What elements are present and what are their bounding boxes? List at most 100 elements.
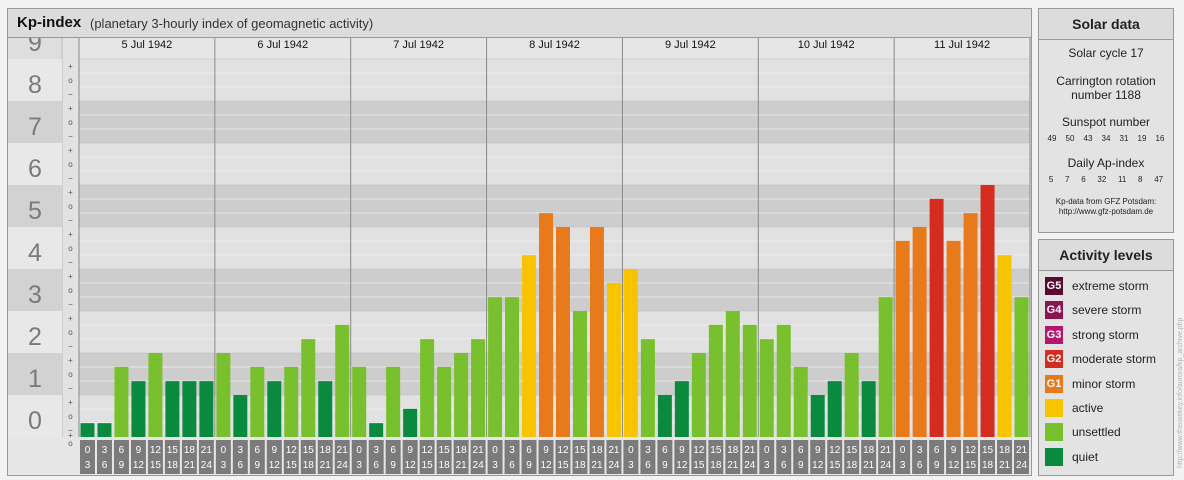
y-tick-label: 0 [28,407,42,435]
hour-box [164,440,180,474]
sunspot-value: 49 [1047,134,1057,143]
hour-end-label: 12 [540,460,552,471]
kp-bar [827,381,842,437]
hour-end-label: 15 [829,460,841,471]
ap-values: 5 7 6 32 11 8 47 [1039,175,1173,184]
hour-start-label: 18 [456,445,468,456]
kp-bar [657,395,672,437]
sub-tick-label: + [68,230,73,239]
hour-start-label: 6 [255,445,261,456]
chart-title-bar: Kp-index (planetary 3-hourly index of ge… [8,9,1031,38]
kp-bar [80,423,95,437]
hour-end-label: 21 [863,460,875,471]
hour-end-label: 9 [119,460,125,471]
hour-end-label: 18 [167,460,179,471]
y-tick-label: 5 [28,197,42,225]
sub-tick-label: − [68,384,73,393]
kp-bar [148,353,163,437]
kp-band [79,101,1030,143]
y-axis-band [8,395,62,437]
data-source-line1: Kp-data from GFZ Potsdam: [1055,197,1157,206]
kp-bar [386,366,401,437]
y-tick-label: 1 [28,365,42,393]
hour-box [708,440,724,474]
ap-label: Daily Ap-index [1067,156,1145,170]
y-tick-label: 2 [28,323,42,351]
kp-bar [929,198,944,437]
kp-bar [182,381,197,437]
hour-start-label: 18 [184,445,196,456]
sub-tick-label: + [68,272,73,281]
kp-bar [284,366,299,437]
sunspot-value: 34 [1101,134,1111,143]
kp-bar [318,381,333,437]
hour-box [436,440,452,474]
y-axis-band [8,101,62,143]
hour-box [334,440,350,474]
hour-box [147,440,163,474]
hour-end-label: 6 [102,460,108,471]
hour-end-label: 9 [255,460,261,471]
legend-swatch: G4 [1045,301,1063,319]
hour-end-label: 3 [85,460,91,471]
legend-label: moderate storm [1072,352,1157,366]
kp-bar [572,311,587,437]
kp-bar [997,255,1012,437]
day-label: 7 Jul 1942 [393,39,444,51]
hour-box [351,440,367,474]
hour-start-label: 15 [982,445,994,456]
ap-value: 47 [1154,175,1164,184]
hour-end-label: 24 [1016,460,1028,471]
legend-swatch: G2 [1045,350,1063,368]
hour-box [946,440,962,474]
hour-box [487,440,503,474]
kp-bar [165,381,180,437]
hour-end-label: 6 [917,460,923,471]
kp-bar [403,408,418,437]
kp-bar [335,324,350,437]
sub-tick-label: o [68,160,73,169]
hour-start-label: 0 [900,445,906,456]
hour-end-label: 6 [509,460,515,471]
hour-box [844,440,860,474]
sub-tick-label: o [68,328,73,337]
data-source-link[interactable]: http://www.gfz-potsdam.de [1058,207,1154,216]
hour-end-label: 15 [286,460,298,471]
hour-end-label: 18 [846,460,858,471]
sub-tick-label: + [68,188,73,197]
hour-box [895,440,911,474]
kp-chart: 0123456789+o−+o−+o−+o−+o−+o−+o−+o−+o−+o … [8,29,1031,474]
kp-bar [267,381,282,437]
kp-bar [691,353,706,437]
legend-label: minor storm [1072,377,1136,391]
kp-bar [980,185,995,437]
hour-box [963,440,979,474]
hour-end-label: 6 [781,460,787,471]
hour-end-label: 12 [405,460,417,471]
kp-band [79,227,1030,269]
hour-end-label: 18 [982,460,994,471]
hour-end-label: 3 [492,460,498,471]
sunspot-label: Sunspot number [1061,115,1151,129]
hour-start-label: 21 [201,445,213,456]
hour-box [368,440,384,474]
hour-start-label: 3 [509,445,515,456]
kp-bar [488,297,503,437]
hour-start-label: 3 [373,445,379,456]
legend-swatch: G3 [1045,326,1063,344]
hour-box [300,440,316,474]
hour-start-label: 9 [543,445,549,456]
sub-tick-label: − [68,300,73,309]
hour-box [997,440,1013,474]
y-axis-band [8,143,62,185]
kp-bar [131,381,146,437]
sunspot-value: 50 [1065,134,1075,143]
hour-end-label: 6 [645,460,651,471]
hour-end-label: 24 [744,460,756,471]
sub-tick-label: + [68,314,73,323]
sub-tick-label: − [68,426,73,435]
hour-end-label: 9 [526,460,532,471]
legend-swatch [1045,448,1063,466]
hour-end-label: 9 [798,460,804,471]
kp-bar [199,381,214,437]
